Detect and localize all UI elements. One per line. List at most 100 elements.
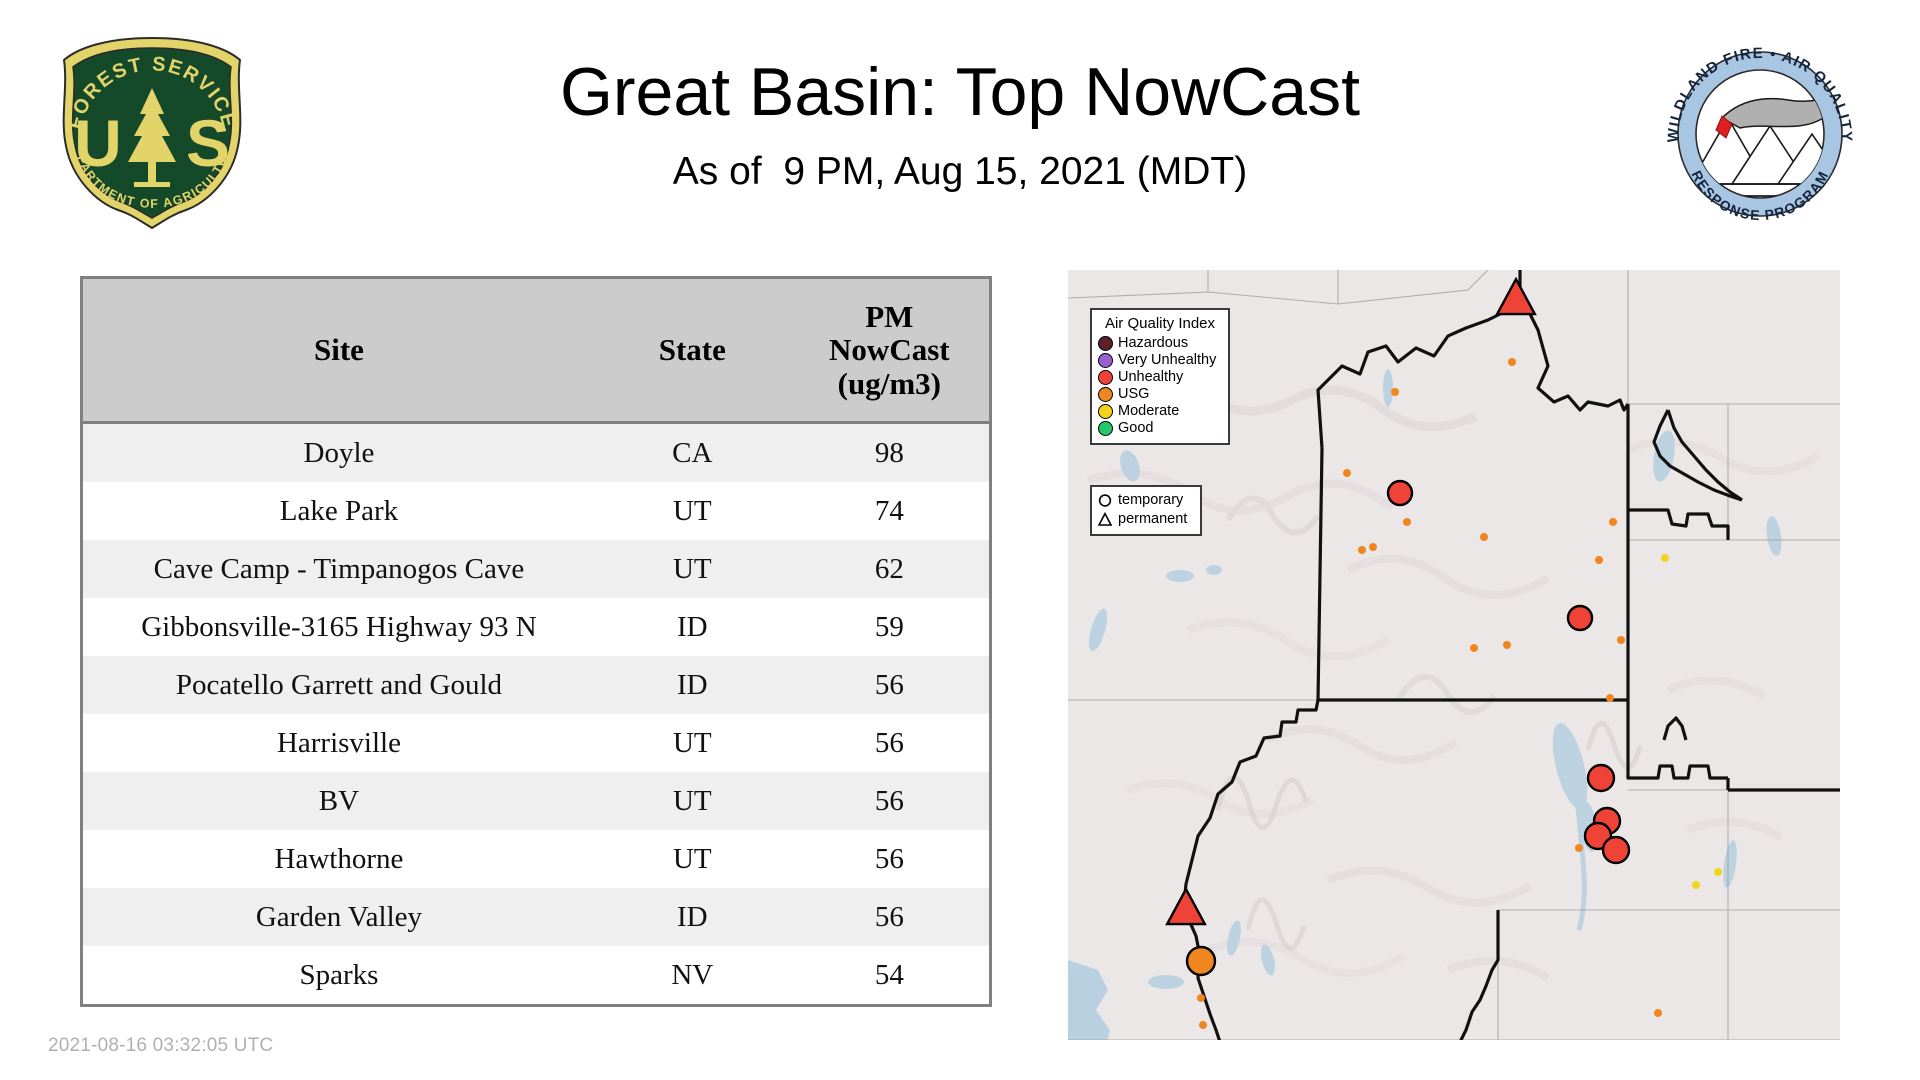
state-cell: UT [672,726,712,759]
pm-cell: 56 [874,668,904,701]
monitor-marker-unhealthy[interactable] [1495,276,1537,316]
monitor-marker-usg[interactable] [1403,518,1411,526]
circle-icon [1098,494,1112,507]
monitor-marker-usg[interactable] [1503,641,1511,649]
fs-letter-u: U [74,106,122,180]
monitor-marker-moderate[interactable] [1714,868,1722,876]
monitor-marker-usg[interactable] [1391,388,1399,396]
table-row: Garden Valley ID 56 [83,888,989,946]
legend-label: Very Unhealthy [1118,352,1217,369]
legend-swatch-icon [1098,353,1113,368]
legend-label: USG [1118,386,1150,403]
pm-cell: 56 [874,842,904,875]
state-cell: UT [672,494,712,527]
mountain-ridges [1215,720,1643,951]
legend-title: Air Quality Index [1104,315,1216,332]
table-row: BV UT 56 [83,772,989,830]
column-header-site: Site [83,279,595,424]
legend-swatch-icon [1098,404,1113,419]
site-cell: Harrisville [276,726,401,759]
pm-header-line-1: PM [865,298,914,334]
column-header-pm-nowcast: PM NowCast (ug/m3) [789,279,989,424]
pm-cell: 54 [874,958,904,991]
table-row: Hawthorne UT 56 [83,830,989,888]
monitor-marker-unhealthy[interactable] [1586,763,1616,793]
monitor-markers [1165,276,1722,1029]
legend-row-good: Good [1098,420,1222,437]
flame-icon [1715,115,1733,139]
monitor-marker-usg[interactable] [1480,533,1488,541]
pm-cell: 56 [874,726,904,759]
state-cell: UT [672,552,712,585]
legend-label-permanent: permanent [1118,511,1188,528]
fs-letter-s: S [186,106,230,180]
legend-row-moderate: Moderate [1098,403,1222,420]
table-row: Pocatello Garrett and Gould ID 56 [83,656,989,714]
site-cell: Hawthorne [274,842,404,875]
monitor-marker-usg[interactable] [1358,546,1366,554]
forest-service-logo: FOREST SERVICE DEPARTMENT OF AGRICULTURE… [43,21,256,230]
legend-swatch-icon [1098,370,1113,385]
monitor-marker-usg[interactable] [1343,469,1351,477]
site-cell: Garden Valley [255,900,423,933]
state-cell: CA [672,436,713,469]
legend-label: Hazardous [1118,335,1189,352]
table-row: Doyle CA 98 [83,422,989,482]
monitor-marker-moderate[interactable] [1692,881,1700,889]
legend-row-temporary: temporary [1098,491,1194,510]
legend-label: Unhealthy [1118,369,1184,386]
monitor-marker-usg[interactable] [1654,1009,1662,1017]
top-nowcast-table: Site State PM NowCast (ug/m3) Doyle CA 98 L… [80,276,992,1007]
monitor-marker-usg[interactable] [1369,543,1377,551]
site-cell: Gibbonsville-3165 Highway 93 N [141,610,537,643]
pine-tree-icon [128,88,176,187]
table-row: Lake Park UT 74 [83,482,989,540]
legend-swatch-icon [1098,336,1113,351]
legend-row-usg: USG [1098,386,1222,403]
terrain-relief [1086,375,1820,982]
monitor-marker-moderate[interactable] [1661,554,1669,562]
site-cell: Pocatello Garrett and Gould [175,668,503,701]
legend-row-very-unhealthy: Very Unhealthy [1098,352,1222,369]
monitor-marker-unhealthy[interactable] [1601,835,1631,865]
table-row: Harrisville UT 56 [83,714,989,772]
monitor-marker-usg[interactable] [1609,518,1617,526]
monitor-marker-usg[interactable] [1185,945,1217,977]
monitor-marker-usg[interactable] [1470,644,1478,652]
smoke-plume-icon [1720,90,1824,129]
monitor-marker-usg[interactable] [1575,844,1583,852]
monitor-marker-unhealthy[interactable] [1386,479,1414,507]
page-subtitle: As of 9 PM, Aug 15, 2021 (MDT) [672,150,1248,193]
monitor-marker-usg[interactable] [1617,636,1625,644]
legend-row-permanent: permanent [1098,510,1194,529]
pm-cell: 98 [874,436,904,469]
monitor-marker-usg[interactable] [1197,994,1205,1002]
legend-swatch-icon [1098,387,1113,402]
page-title: Great Basin: Top NowCast [560,54,1360,130]
triangle-icon [1098,512,1112,526]
wildland-fire-air-quality-logo: WILDLAND FIRE • AIR QUALITY RESPONSE PRO… [1660,34,1860,230]
monitor-marker-usg[interactable] [1606,694,1614,702]
monitor-type-legend: temporary permanent [1090,485,1202,536]
site-cell: Lake Park [279,494,399,527]
state-cell: UT [672,842,712,875]
state-cell: UT [672,784,712,817]
monitor-marker-unhealthy[interactable] [1566,604,1594,632]
site-cell: Sparks [299,958,379,991]
monitor-marker-usg[interactable] [1199,1021,1207,1029]
legend-label: Moderate [1118,403,1180,420]
site-cell: Cave Camp - Timpanogos Cave [153,552,525,585]
pm-cell: 59 [874,610,904,643]
monitor-marker-usg[interactable] [1595,556,1603,564]
state-cell: ID [676,610,708,643]
legend-label-temporary: temporary [1118,492,1184,509]
monitor-marker-unhealthy[interactable] [1165,886,1207,926]
site-cell: Doyle [303,436,375,469]
air-quality-monitor-map[interactable]: Air Quality Index Hazardous Very Unhealth… [1068,270,1840,1040]
state-cell: ID [676,668,708,701]
air-quality-index-legend: Air Quality Index Hazardous Very Unhealth… [1090,308,1230,445]
legend-swatch-icon [1098,421,1113,436]
legend-label: Good [1118,420,1154,437]
pm-header-line-2: NowCast [829,332,950,368]
monitor-marker-usg[interactable] [1508,358,1516,366]
